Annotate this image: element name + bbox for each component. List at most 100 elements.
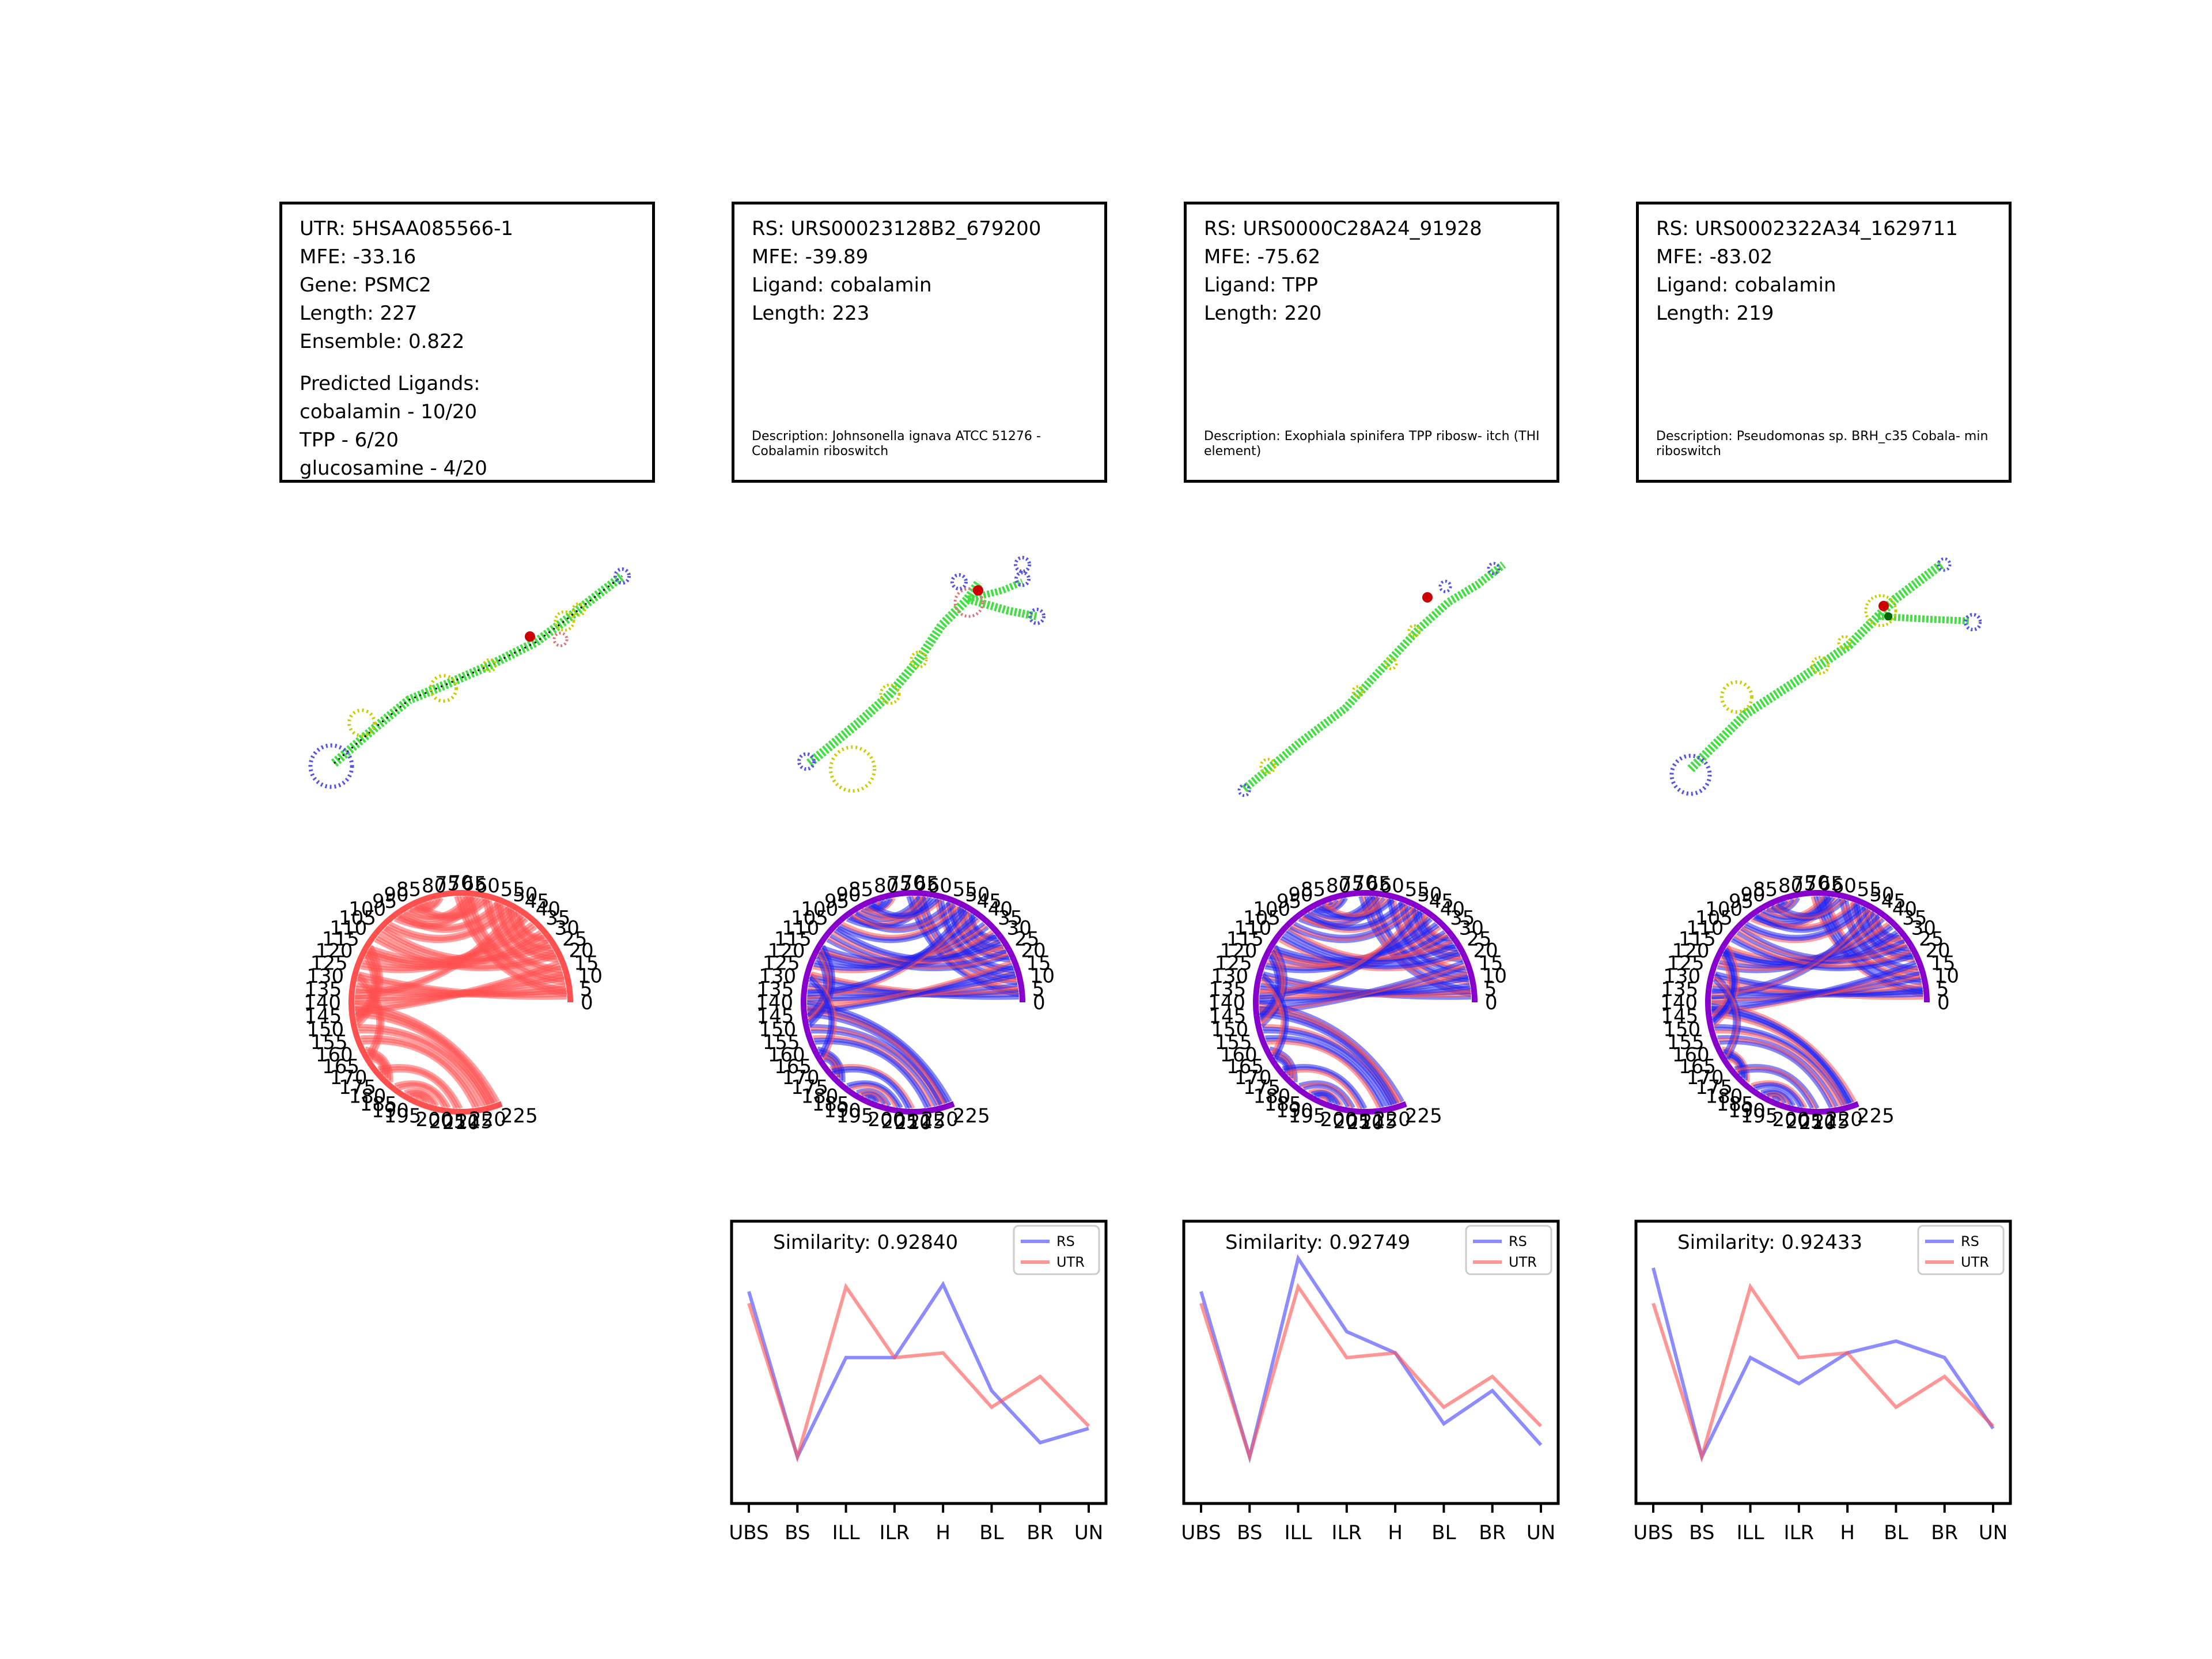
hairpin-loop [1438, 579, 1452, 593]
base-pair-arc [837, 907, 965, 944]
hairpin-loop [613, 567, 631, 585]
arc-tick-label: 75 [1791, 872, 1816, 895]
base-pair-arc [1737, 1068, 1814, 1109]
sequence-ring [349, 890, 573, 1115]
hairpin-loop [1937, 557, 1952, 572]
arc-tick-label: 180 [1253, 1085, 1290, 1108]
hairpin-loop [308, 743, 354, 789]
arc-tick-label: 165 [1679, 1055, 1716, 1078]
arc-tick-label: 205 [1785, 1111, 1823, 1134]
arc-tick-label: 45 [1881, 890, 1906, 913]
base-pair-arc [1259, 960, 1464, 1011]
arc-tick-label: 140 [304, 991, 341, 1014]
arc-tick-label: 130 [1663, 965, 1700, 988]
arc-tick-label: 190 [824, 1100, 861, 1123]
arc-tick-label: 65 [1366, 872, 1391, 895]
arc-tick-label: 165 [774, 1055, 812, 1078]
arc-tick-label: 55 [501, 878, 525, 902]
arc-tick-label: 0 [1033, 991, 1046, 1014]
info-line: RS: URS0002322A34_1629711 [1656, 217, 1958, 240]
sequence-ring [1705, 890, 1930, 1115]
base-pair-arc [423, 900, 429, 906]
base-pair-arc [1285, 1068, 1362, 1109]
structure-backbone [1241, 561, 1506, 793]
utr-info-box: UTR: 5HSAA085566-1 MFE: -33.16 Gene: PSM… [279, 202, 655, 483]
interior-loop [347, 709, 376, 737]
arc-tick-label: 225 [501, 1104, 538, 1127]
info-line: Length: 220 [1204, 302, 1322, 325]
x-tick-label: UBS [1633, 1521, 1673, 1544]
arc-tick-label: 95 [372, 890, 397, 913]
arc-tick-label: 5 [1032, 978, 1045, 1001]
arc-tick-label: 5 [1937, 978, 1949, 1001]
spacer [300, 356, 513, 370]
info-line: Ligand: cobalamin [752, 274, 932, 297]
arc-tick-label: 125 [1215, 952, 1252, 975]
arc-tick-label: 120 [768, 940, 805, 963]
rs-info-box-2: RS: URS0000C28A24_91928 MFE: -75.62 Liga… [1184, 202, 1559, 483]
arc-tick-label: 120 [1672, 940, 1710, 963]
interior-loop [1810, 656, 1830, 675]
arc-tick-label: 90 [1740, 884, 1765, 907]
arc-tick-label: 155 [763, 1031, 800, 1054]
arc-tick-label: 55 [953, 878, 978, 902]
hairpin-loop [1014, 556, 1031, 573]
base-pair-arc [808, 978, 833, 1055]
interior-loop [1720, 680, 1753, 714]
arc-tick-label: 115 [774, 927, 812, 950]
arc-tick-label: 15 [1478, 952, 1503, 975]
binding-site-marker [1884, 612, 1892, 620]
arc-tick-label: 105 [1243, 907, 1281, 930]
x-tick-label: BR [1027, 1521, 1054, 1544]
base-pair-arc [1711, 960, 1916, 1011]
arc-plot-utr: 0510152025303540455055606570758085909510… [304, 872, 603, 1134]
arc-tick-label: 115 [1679, 927, 1716, 950]
arc-tick-label: 145 [756, 1005, 794, 1028]
x-tick-label: BS [785, 1521, 810, 1544]
similarity-title: Similarity: 0.92433 [1677, 1231, 1862, 1254]
secondary-structure-rs-3 [1669, 557, 1982, 796]
series-line-utr [747, 1282, 1090, 1463]
info-line: Ligand: cobalamin [1656, 274, 1836, 297]
arc-tick-label: 225 [1405, 1104, 1442, 1127]
arc-tick-label: 195 [384, 1104, 422, 1127]
arc-tick-label: 10 [1934, 965, 1959, 988]
structure-backbone [806, 579, 983, 767]
arc-tick-label: 105 [1695, 907, 1733, 930]
arc-tick-label: 190 [1728, 1100, 1766, 1123]
arc-tick-label: 110 [1234, 916, 1271, 940]
arc-tick-label: 15 [574, 952, 599, 975]
binding-site-marker [525, 631, 535, 642]
series-line-utr [1652, 1282, 1995, 1463]
base-pair-arc [1734, 934, 1911, 968]
base-pair-arc [387, 906, 510, 941]
base-pair-arc [1282, 934, 1459, 968]
arc-tick-label: 180 [349, 1085, 386, 1108]
base-pair-arc [1743, 906, 1867, 941]
arc-tick-label: 95 [1277, 890, 1301, 913]
x-tick-label: ILL [1737, 1521, 1764, 1544]
arc-tick-label: 40 [1892, 897, 1917, 921]
arc-tick-label: 10 [578, 965, 603, 988]
arc-tick-label: 210 [895, 1111, 932, 1134]
arc-tick-label: 15 [1026, 952, 1051, 975]
arc-tick-label: 210 [1799, 1111, 1836, 1134]
x-tick-label: BS [1237, 1521, 1262, 1544]
arc-tick-label: 25 [1467, 927, 1491, 950]
arc-tick-label: 55 [1405, 878, 1430, 902]
arc-tick-label: 95 [1729, 890, 1753, 913]
arc-tick-label: 115 [322, 927, 359, 950]
arc-tick-label: 90 [1288, 884, 1313, 907]
arc-tick-label: 70 [900, 872, 925, 895]
base-pair-arc [381, 1068, 457, 1109]
arc-tick-label: 160 [1220, 1043, 1257, 1066]
info-line: RS: URS0000C28A24_91928 [1204, 217, 1482, 240]
arc-tick-label: 65 [1819, 872, 1843, 895]
arc-tick-label: 100 [1253, 897, 1290, 921]
arc-tick-label: 100 [349, 897, 386, 921]
base-pair-arc [389, 904, 507, 939]
arc-tick-label: 125 [1667, 952, 1705, 975]
arc-tick-label: 30 [555, 916, 579, 940]
arc-tick-label: 220 [1373, 1108, 1411, 1131]
base-pair-arc [1328, 900, 1334, 906]
